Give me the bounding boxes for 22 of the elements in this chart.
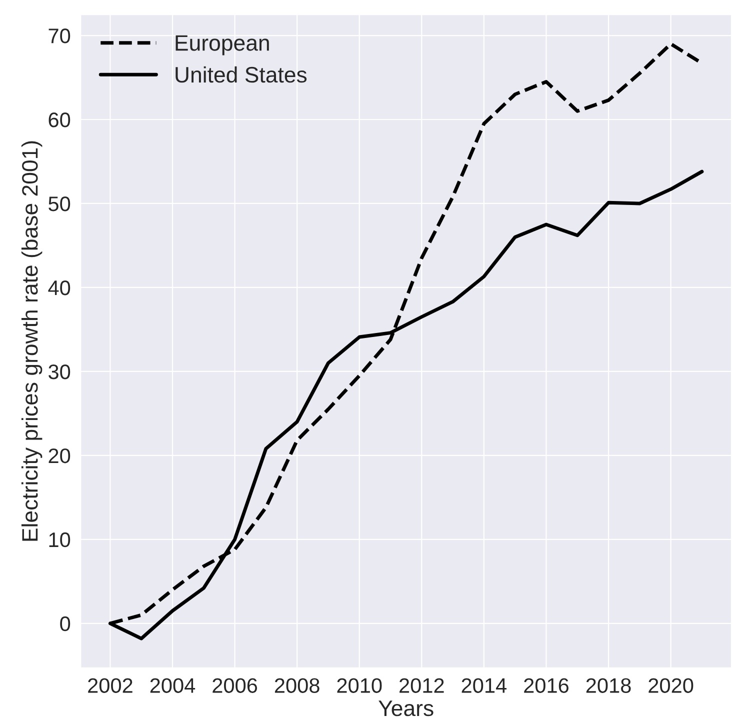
- y-tick-label: 60: [48, 112, 70, 128]
- x-tick-label: 2010: [337, 678, 382, 693]
- x-axis-title: Years: [378, 700, 434, 716]
- y-tick-label: 0: [60, 616, 70, 632]
- x-tick-label: 2006: [212, 678, 258, 693]
- y-tick-label: 70: [48, 28, 70, 44]
- x-tick-label: 2018: [586, 678, 631, 693]
- y-tick-label: 20: [48, 448, 70, 464]
- legend-label: United States: [176, 66, 307, 83]
- y-tick-label: 10: [49, 532, 70, 548]
- x-tick-label: 2014: [462, 678, 507, 693]
- x-tick-label: 2008: [274, 678, 320, 693]
- x-tick-label: 2004: [150, 678, 196, 693]
- y-tick-label: 30: [48, 364, 70, 380]
- legend-label: European: [176, 35, 269, 56]
- x-tick-label: 2016: [524, 678, 568, 693]
- y-axis-title: Electricity prices growth rate (base 2001): [21, 141, 42, 541]
- y-tick-label: 50: [48, 196, 70, 212]
- x-tick-label: 2020: [648, 678, 694, 693]
- x-tick-label: 2012: [400, 678, 444, 693]
- x-tick-label: 2002: [88, 678, 132, 693]
- y-tick-label: 40: [48, 280, 70, 296]
